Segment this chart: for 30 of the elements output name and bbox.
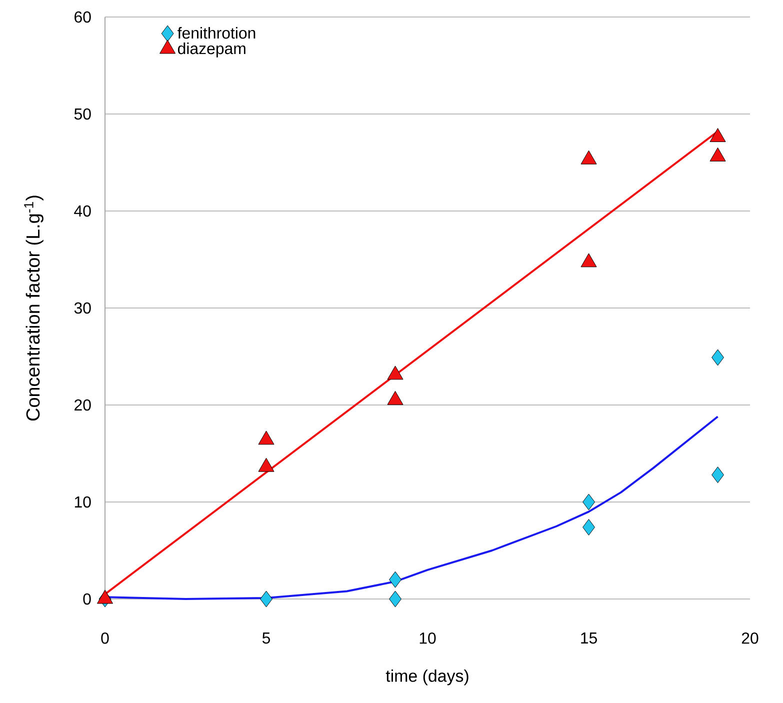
legend-label: diazepam [178, 42, 246, 58]
y-tick-label: 0 [83, 593, 91, 605]
point [710, 147, 726, 162]
y-tick-label: 10 [74, 496, 91, 508]
y-axis-title: Concentration factor (L.g$^{-1}$) [24, 196, 44, 421]
y-tick-label: 60 [74, 11, 91, 23]
point [389, 571, 402, 588]
legend-label: fenithrotion [178, 27, 256, 39]
x-tick-label: 15 [581, 632, 597, 644]
x-tick-label: 10 [420, 632, 436, 644]
y-tick-label: 30 [74, 302, 91, 314]
x-tick-label: 20 [742, 632, 758, 644]
point [387, 366, 404, 380]
point [260, 590, 272, 608]
x-axis-title: time (days) [386, 669, 468, 686]
point [389, 590, 402, 608]
y-tick-label: 50 [74, 108, 91, 120]
point [258, 430, 274, 445]
point [712, 466, 724, 484]
x-tick-label: 0 [101, 632, 109, 644]
point [712, 349, 724, 366]
point [387, 390, 404, 405]
point [710, 128, 726, 142]
y-tick-label: 20 [74, 399, 91, 411]
point [580, 150, 597, 164]
x-tick-label: 5 [262, 632, 270, 644]
point [582, 494, 595, 510]
y-tick-label: 40 [74, 205, 91, 217]
point [580, 253, 597, 268]
point [582, 519, 595, 536]
